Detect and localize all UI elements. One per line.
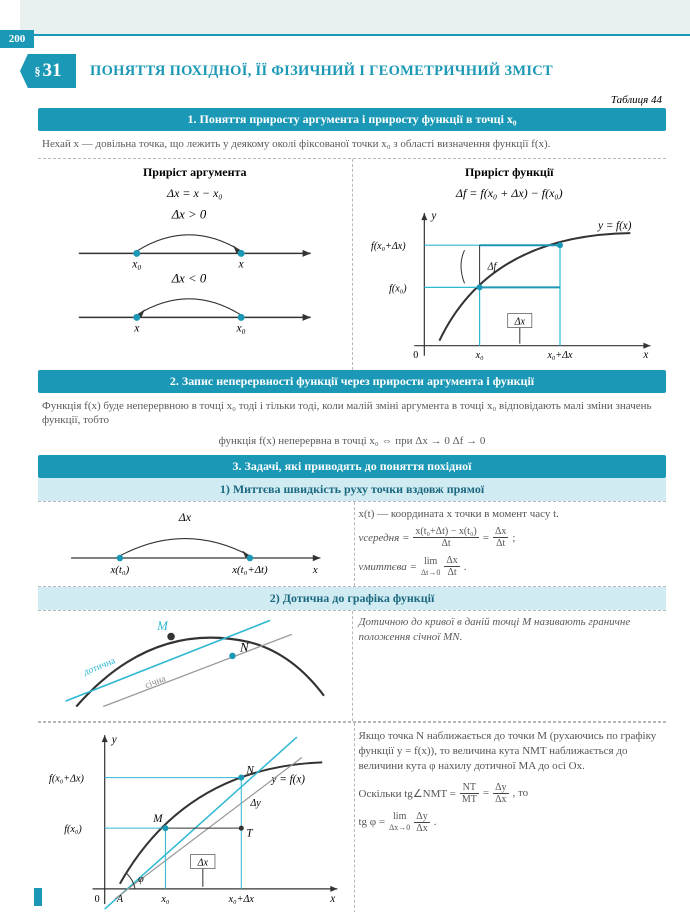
- svg-text:Δx: Δx: [513, 316, 525, 327]
- svg-text:x: x: [642, 349, 648, 361]
- svg-text:x₀+Δx: x₀+Δx: [228, 894, 255, 905]
- svg-text:M: M: [156, 618, 169, 633]
- diagram-dx-negative: Δx < 0 x x₀: [44, 271, 346, 335]
- svg-text:N: N: [239, 640, 250, 655]
- svg-text:0: 0: [413, 350, 418, 361]
- svg-text:дотична: дотична: [82, 655, 118, 678]
- tangent-text2: Якщо точка N наближається до точки M (ру…: [355, 723, 667, 912]
- svg-text:f(x₀): f(x₀): [64, 825, 82, 836]
- svg-text:x: x: [238, 257, 245, 270]
- svg-text:x: x: [133, 321, 140, 334]
- block2-header: 2. Запис неперервності функції через при…: [38, 370, 666, 393]
- svg-text:x(t₀+Δt): x(t₀+Δt): [231, 564, 268, 576]
- svg-text:Δx < 0: Δx < 0: [171, 271, 207, 285]
- svg-text:y: y: [430, 210, 436, 222]
- svg-text:x(t₀): x(t₀): [109, 564, 129, 576]
- svg-text:Δf: Δf: [486, 261, 497, 272]
- table-caption: Таблиця 44: [0, 94, 662, 106]
- block3-header: 3. Задачі, які приводять до поняття похі…: [38, 455, 666, 478]
- svg-text:Δy: Δy: [249, 798, 261, 809]
- section-badge: §31: [20, 54, 76, 88]
- svg-text:f(x₀): f(x₀): [389, 283, 407, 294]
- block2-p1: Функція f(x) буде неперервною в точці x₀…: [38, 393, 666, 435]
- footer-marker: [34, 888, 42, 906]
- svg-text:x₀+Δx: x₀+Δx: [546, 350, 573, 361]
- diagram-dx-positive: Δx > 0 x₀ x: [44, 207, 346, 271]
- svg-text:x₀: x₀: [131, 257, 141, 270]
- svg-text:x: x: [312, 564, 318, 576]
- svg-text:січна: січна: [144, 673, 168, 691]
- svg-text:Δx: Δx: [197, 858, 209, 869]
- svg-text:T: T: [246, 828, 253, 840]
- velocity-formulas: x(t) — координата x точки в момент часу …: [355, 502, 667, 586]
- section-header: §31 ПОНЯТТЯ ПОХІДНОЇ, ЇЇ ФІЗИЧНИЙ І ГЕОМ…: [20, 54, 690, 88]
- col-arg-increment: Приріст аргумента Δx = x − x₀ Δx > 0 x₀ …: [38, 159, 353, 370]
- tangent-diagram1: M N дотична січна: [38, 611, 353, 721]
- tangent-diagram2: y x 0 y = f(x) M N: [38, 723, 355, 912]
- col-fn-increment: Приріст функції Δf = f(x₀ + Δx) − f(x₀) …: [353, 159, 667, 370]
- svg-text:y = f(x): y = f(x): [597, 220, 632, 232]
- svg-text:0: 0: [95, 894, 100, 905]
- svg-text:x₀: x₀: [236, 321, 246, 334]
- svg-text:y: y: [111, 735, 117, 747]
- svg-text:x: x: [329, 893, 335, 905]
- tangent-text1: Дотичною до кривої в даній точці M назив…: [353, 611, 667, 721]
- svg-text:y = f(x): y = f(x): [271, 774, 306, 786]
- velocity-diagram: Δx x(t₀) x(t₀+Δt) x: [38, 502, 355, 586]
- svg-text:f(x₀+Δx): f(x₀+Δx): [371, 241, 406, 252]
- block1-header: 1. Поняття приросту аргумента і приросту…: [38, 108, 666, 131]
- svg-text:N: N: [245, 765, 254, 777]
- svg-text:φ: φ: [138, 874, 144, 885]
- diagram-fn-increment: y x 0 y = f(x) Δf f(x₀+Δx): [359, 205, 661, 366]
- block3-sub1: 1) Миттєва швидкість руху точки вздовж п…: [38, 478, 666, 501]
- svg-text:Δx > 0: Δx > 0: [171, 207, 207, 221]
- block2-p2: функція f(x) неперервна в точці x₀ ⇔ при…: [38, 434, 666, 455]
- svg-text:x₀: x₀: [160, 894, 169, 905]
- block1-intro: Нехай x — довільна точка, що лежить у де…: [38, 131, 666, 158]
- section-title: ПОНЯТТЯ ПОХІДНОЇ, ЇЇ ФІЗИЧНИЙ І ГЕОМЕТРИ…: [90, 63, 553, 80]
- page-number: 200: [0, 30, 34, 48]
- svg-text:x₀: x₀: [474, 350, 483, 361]
- svg-text:A: A: [116, 894, 124, 905]
- svg-text:Δx: Δx: [178, 510, 192, 524]
- svg-text:M: M: [152, 813, 163, 825]
- block3-sub2: 2) Дотична до графіка функції: [38, 587, 666, 610]
- svg-text:f(x₀+Δx): f(x₀+Δx): [49, 774, 84, 785]
